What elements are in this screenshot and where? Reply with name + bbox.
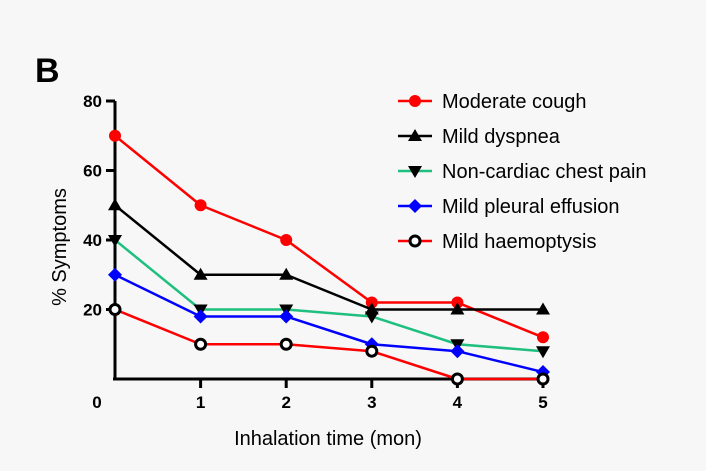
legend-item-mild-pleural-effusion: Mild pleural effusion [398,196,620,218]
legend-marker-mild-pleural-effusion [408,199,422,213]
data-point-mild-dyspnea [536,302,550,315]
series-line-non-cardiac-chest-pain [114,239,544,353]
legend-marker-non-cardiac-chest-pain [408,166,422,178]
data-point-mild-haemoptysis [279,337,293,351]
legend-marker-mild-haemoptysis [408,234,422,248]
data-point-non-cardiac-chest-pain [108,235,122,247]
legend-label-mild-dyspnea: Mild dyspnea [442,126,561,148]
series-line-mild-pleural-effusion [114,273,544,374]
data-point-mild-pleural-effusion [193,309,208,324]
data-point-mild-haemoptysis [450,372,464,386]
x-tick-label: 2 [281,393,290,412]
legend-marker-moderate-cough [409,95,421,107]
legend-label-non-cardiac-chest-pain: Non-cardiac chest pain [442,161,647,183]
series-mild-pleural-effusion [108,267,550,380]
x-axis-title: Inhalation time (mon) [234,428,422,450]
x-tick-label: 1 [196,393,205,412]
y-tick-label: 60 [83,162,102,181]
data-point-mild-dyspnea [450,302,465,315]
data-point-mild-pleural-effusion [279,309,294,324]
data-point-mild-dyspnea [193,267,208,280]
data-point-non-cardiac-chest-pain [536,346,550,359]
legend-item-moderate-cough: Moderate cough [398,91,587,113]
legend-label-mild-haemoptysis: Mild haemoptysis [442,231,597,253]
data-point-moderate-cough [537,331,549,344]
data-point-moderate-cough [280,234,293,246]
legend-label-moderate-cough: Moderate cough [442,91,587,113]
data-point-mild-dyspnea [279,267,294,280]
data-point-moderate-cough [109,129,121,142]
legend-item-mild-haemoptysis: Mild haemoptysis [398,231,597,253]
legend-label-mild-pleural-effusion: Mild pleural effusion [442,196,620,218]
series-line-mild-dyspnea [114,204,543,311]
y-tick-label: 40 [83,231,102,250]
x-tick-label: 0 [92,393,101,412]
data-point-mild-pleural-effusion [108,267,122,282]
data-point-non-cardiac-chest-pain [364,311,379,324]
y-axis-title: % Symptoms [49,188,71,306]
x-tick-label: 3 [367,393,376,412]
data-point-mild-haemoptysis [536,372,550,386]
panel-letter: B [35,52,60,90]
series-line-mild-haemoptysis [114,308,543,381]
legend-item-mild-dyspnea: Mild dyspnea [398,126,561,148]
data-point-mild-pleural-effusion [450,344,465,359]
y-tick-label: 20 [83,301,102,320]
data-point-mild-haemoptysis [194,337,208,351]
x-tick-label: 5 [538,393,547,412]
series-mild-haemoptysis [108,303,550,386]
data-point-moderate-cough [194,199,207,212]
legend-marker-mild-dyspnea [408,129,422,141]
data-point-mild-dyspnea [108,198,122,211]
data-point-mild-haemoptysis [365,344,379,358]
x-tick-label: 4 [453,393,463,412]
data-point-mild-haemoptysis [108,303,122,316]
legend-item-non-cardiac-chest-pain: Non-cardiac chest pain [398,161,647,183]
y-tick-label: 80 [83,92,102,111]
